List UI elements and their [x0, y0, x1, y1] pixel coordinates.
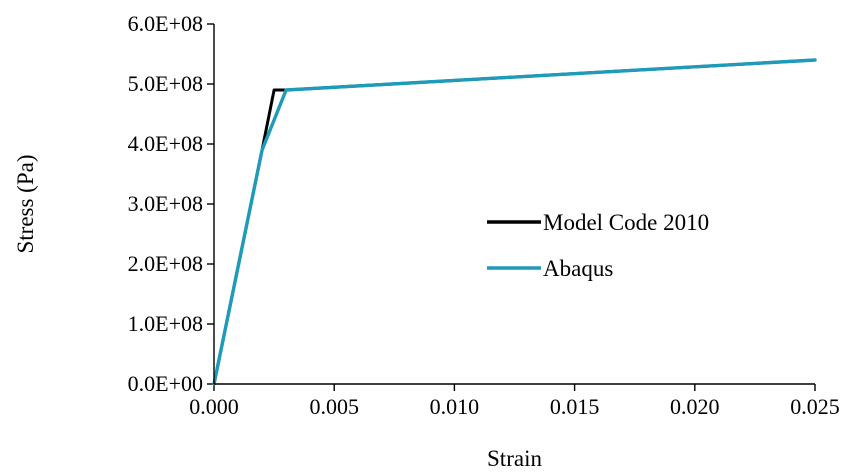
y-tick-label: 4.0E+08 — [128, 131, 203, 156]
y-tick-label: 6.0E+08 — [128, 11, 203, 36]
y-axis-label: Stress (Pa) — [13, 154, 38, 253]
x-tick-label: 0.000 — [189, 394, 239, 419]
y-axis-ticks: 0.0E+00 1.0E+08 2.0E+08 3.0E+08 4.0E+08 5.0E+… — [128, 11, 214, 396]
y-tick-label: 2.0E+08 — [128, 251, 203, 276]
legend: Model Code 2010 Abaqus — [487, 210, 709, 281]
x-tick-label: 0.005 — [309, 394, 359, 419]
y-tick-label: 5.0E+08 — [128, 71, 203, 96]
x-tick-label: 0.015 — [550, 394, 600, 419]
x-axis-label: Strain — [487, 446, 542, 471]
series-layer — [212, 58, 817, 386]
x-axis-ticks: 0.000 0.005 0.010 0.015 0.020 0.025 — [189, 384, 840, 419]
legend-label: Model Code 2010 — [543, 210, 709, 235]
x-tick-label: 0.025 — [790, 394, 840, 419]
x-tick-label: 0.020 — [670, 394, 720, 419]
x-tick-label: 0.010 — [430, 394, 480, 419]
series-line-abaqus — [212, 58, 817, 386]
y-tick-label: 3.0E+08 — [128, 191, 203, 216]
y-tick-label: 1.0E+08 — [128, 311, 203, 336]
legend-label: Abaqus — [543, 256, 613, 281]
y-tick-label: 0.0E+00 — [128, 371, 203, 396]
